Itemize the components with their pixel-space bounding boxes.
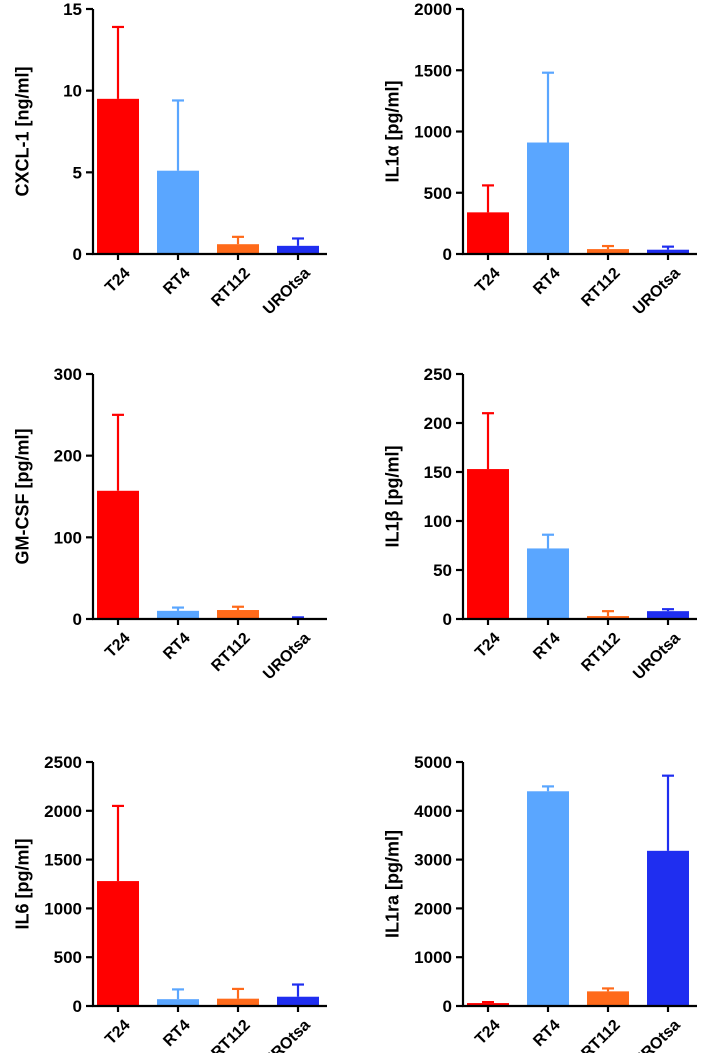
- y-tick-label: 250: [424, 365, 452, 384]
- y-tick-label: 2000: [414, 899, 452, 918]
- bar-rt112: [587, 616, 629, 619]
- y-tick-label: 500: [54, 948, 82, 967]
- x-tick-label-rt112: RT112: [208, 630, 253, 675]
- y-tick-label: 1000: [44, 899, 82, 918]
- x-tick-label-rt4: RT4: [530, 630, 563, 663]
- bar-rt4: [527, 142, 569, 254]
- y-tick-label: 150: [424, 463, 452, 482]
- bar-rt112: [217, 998, 259, 1006]
- y-tick-label: 300: [54, 365, 82, 384]
- x-tick-label-rt112: RT112: [578, 1017, 623, 1053]
- x-tick-label-t24: T24: [102, 1017, 134, 1049]
- x-tick-label-urotsa: UROtsa: [260, 630, 314, 684]
- y-tick-label: 50: [433, 561, 452, 580]
- bar-urotsa: [647, 249, 689, 254]
- y-tick-label: 500: [424, 184, 452, 203]
- bar-t24: [467, 1003, 509, 1006]
- bar-rt112: [217, 610, 259, 619]
- y-tick-label: 5: [73, 163, 82, 182]
- x-tick-label-rt4: RT4: [160, 265, 193, 298]
- chart-panel-middle-left: T24 RT4 RT112 UROtsa 0 100 200 300 GM-CSF [pg/ml…: [12, 365, 327, 683]
- bar-rt112: [217, 244, 259, 254]
- x-tick-label-rt4: RT4: [160, 630, 193, 663]
- y-axis-title: GM-CSF [pg/ml]: [12, 429, 32, 565]
- chart-panel-top-right: T24 RT4 RT112 UROtsa 0 500 1000 1500 2000 IL1α [p…: [382, 0, 697, 318]
- y-tick-label: 0: [443, 610, 452, 629]
- y-tick-label: 100: [424, 512, 452, 531]
- x-tick-label-rt4: RT4: [160, 1017, 193, 1050]
- y-axis-title: CXCL-1 [ng/ml]: [12, 67, 32, 197]
- y-tick-label: 1500: [414, 61, 452, 80]
- x-tick-label-rt112: RT112: [208, 265, 253, 310]
- bar-rt4: [157, 610, 199, 619]
- y-tick-label: 0: [443, 997, 452, 1016]
- bar-t24: [467, 212, 509, 254]
- x-tick-label-rt112: RT112: [208, 1017, 253, 1053]
- y-axis-title: IL1α [pg/ml]: [382, 80, 402, 182]
- bar-t24: [97, 881, 139, 1006]
- y-tick-label: 15: [63, 0, 82, 19]
- y-tick-label: 1000: [414, 948, 452, 967]
- y-tick-label: 10: [63, 82, 82, 101]
- x-tick-label-urotsa: UROtsa: [630, 265, 684, 319]
- bar-rt112: [587, 991, 629, 1006]
- y-tick-label: 200: [424, 414, 452, 433]
- x-tick-label-urotsa: UROtsa: [260, 1017, 314, 1053]
- x-tick-label-rt4: RT4: [530, 265, 563, 298]
- chart-panel-bottom-right: T24 RT4 RT112 UROtsa 0 1000 2000 3000 4000 5000 IL…: [382, 753, 697, 1058]
- y-axis-title: IL1ra [pg/ml]: [382, 830, 402, 938]
- y-tick-label: 4000: [414, 802, 452, 821]
- y-tick-label: 5000: [414, 753, 452, 772]
- bar-rt4: [157, 999, 199, 1006]
- bar-rt4: [157, 170, 199, 254]
- y-tick-label: 2000: [44, 802, 82, 821]
- x-tick-label-rt112: RT112: [578, 265, 623, 310]
- chart-panel-middle-right: T24 RT4 RT112 UROtsa 0 50 100 150 200 250 IL1β [pg…: [382, 365, 697, 683]
- x-tick-label-urotsa: UROtsa: [260, 265, 314, 319]
- bar-rt4: [527, 548, 569, 619]
- y-tick-label: 2000: [414, 0, 452, 19]
- y-axis-title: IL1β [pg/ml]: [382, 446, 402, 548]
- x-tick-label-t24: T24: [472, 265, 504, 297]
- chart-panel-bottom-left: T24 RT4 RT112 UROtsa 0 500 1000 1500 2000 2500 IL6…: [12, 753, 327, 1058]
- y-tick-label: 200: [54, 447, 82, 466]
- x-tick-label-t24: T24: [472, 630, 504, 662]
- y-tick-label: 1500: [44, 851, 82, 870]
- y-tick-label: 0: [73, 997, 82, 1016]
- y-tick-label: 1000: [414, 123, 452, 142]
- bar-urotsa: [277, 996, 319, 1006]
- bar-t24: [97, 490, 139, 619]
- x-tick-label-t24: T24: [102, 630, 134, 662]
- bar-urotsa: [647, 611, 689, 619]
- x-tick-label-t24: T24: [102, 265, 134, 297]
- bar-urotsa: [647, 850, 689, 1006]
- x-tick-label-rt112: RT112: [578, 630, 623, 675]
- bar-t24: [97, 98, 139, 254]
- y-tick-label: 0: [73, 610, 82, 629]
- y-axis-title: IL6 [pg/ml]: [12, 839, 32, 930]
- x-tick-label-t24: T24: [472, 1017, 504, 1049]
- y-tick-label: 0: [73, 245, 82, 264]
- x-tick-label-rt4: RT4: [530, 1017, 563, 1050]
- bar-rt4: [527, 791, 569, 1006]
- chart-panel-top-left: T24 RT4 RT112 UROtsa 0 5 10 15 CXCL-1 [ng/ml]: [12, 0, 327, 318]
- y-tick-label: 100: [54, 528, 82, 547]
- bar-t24: [467, 469, 509, 619]
- x-tick-label-urotsa: UROtsa: [630, 630, 684, 684]
- y-tick-label: 3000: [414, 851, 452, 870]
- y-tick-label: 2500: [44, 753, 82, 772]
- y-tick-label: 0: [443, 245, 452, 264]
- bar-urotsa: [277, 245, 319, 254]
- x-tick-label-urotsa: UROtsa: [630, 1017, 684, 1053]
- bar-rt112: [587, 249, 629, 254]
